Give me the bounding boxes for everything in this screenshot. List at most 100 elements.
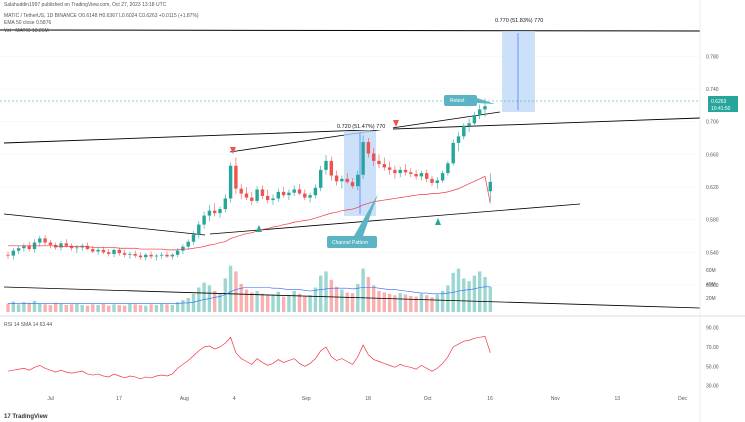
candle [218, 206, 222, 219]
time-tick: Dec [678, 396, 687, 402]
candle-body [451, 142, 455, 164]
ema-indicator-label[interactable]: EMA 50 close 0.5876 [4, 20, 52, 26]
retest-callout-pointer [477, 98, 495, 104]
candle [419, 170, 424, 181]
time-tick: 16 [487, 396, 493, 402]
candle-body [281, 191, 286, 196]
candle [488, 173, 492, 202]
countdown-value: 10:41:50 [711, 106, 731, 112]
volume-bar [112, 304, 116, 312]
candle [250, 191, 254, 205]
volume-bar [488, 286, 492, 312]
volume-bar [85, 305, 90, 312]
candle-body [64, 243, 68, 246]
candle [117, 247, 121, 256]
candle-body [75, 247, 79, 249]
volume-bar [266, 295, 270, 312]
candle [372, 147, 376, 166]
time-axis[interactable]: Jul17Aug4Sep18Oct16Nov13Dec18 [47, 396, 745, 402]
candle [393, 165, 397, 179]
volume-bar [276, 291, 280, 312]
candle-body [22, 245, 26, 249]
volume-bar [409, 295, 413, 312]
price-axis[interactable]: 0.500 0.540 0.580 0.620 0.660 0.700 0.740 0.780… [706, 54, 719, 302]
rsi-indicator-label[interactable]: RSI 14 SMA 14 63.44 [4, 322, 53, 328]
candle [361, 135, 365, 179]
upper-edge-line[interactable] [0, 29, 701, 32]
volume-bar [165, 304, 169, 312]
candle [239, 183, 243, 200]
candle [160, 252, 164, 259]
candle-body [191, 234, 196, 242]
volume-bar [297, 293, 302, 312]
down-arrow-marker-2 [393, 120, 399, 127]
volume-bar [462, 278, 466, 312]
volume-bar [366, 277, 371, 312]
volume-bars [6, 265, 492, 312]
trendlines[interactable] [0, 29, 701, 309]
candle [11, 248, 15, 260]
callouts[interactable]: Retest Channel Pattern [327, 95, 495, 248]
volume-bar [324, 271, 328, 312]
candle-body [38, 238, 42, 243]
measure-label-2: 0.770 (51.83%) 770 [495, 18, 543, 24]
volume-bar [186, 298, 190, 312]
candle-body [345, 178, 349, 183]
candle-body [361, 142, 365, 175]
price-tick: 0.780 [706, 54, 719, 60]
bottom-trendline[interactable] [3, 286, 701, 309]
candle-body [213, 210, 217, 214]
candle [197, 221, 201, 239]
retest-callout-label: Retest [450, 98, 465, 104]
candle-body [276, 191, 280, 199]
long-support-line[interactable] [3, 213, 206, 236]
volume-bar [329, 279, 333, 312]
up-arrow-marker-2 [435, 218, 441, 225]
volume-bar [160, 303, 164, 312]
retest-callout[interactable] [444, 95, 477, 106]
candle [228, 162, 233, 203]
candle [165, 251, 169, 259]
candle-body [403, 169, 408, 173]
candle-body [462, 125, 466, 137]
candle-body [149, 254, 153, 257]
volume-bar [430, 297, 434, 312]
candle [446, 160, 450, 176]
candle-body [154, 255, 159, 257]
volume-indicator-label[interactable]: Vol · MATIC 18.26M [4, 28, 49, 34]
candle-body [11, 250, 15, 256]
candle-body [472, 115, 477, 124]
volume-bar [107, 305, 111, 312]
volume-tick: 20M [706, 296, 716, 302]
candle [96, 247, 100, 255]
candle-body [228, 165, 233, 199]
channel-pattern-callout[interactable] [327, 236, 377, 248]
long-resistance-line[interactable] [3, 117, 701, 144]
lower-channel-line[interactable] [209, 203, 581, 235]
candle [430, 175, 434, 187]
candle-body [488, 181, 492, 192]
volume-bar [6, 303, 10, 312]
volume-bar [48, 305, 53, 312]
volume-bar [419, 293, 424, 312]
tradingview-logo[interactable]: 17 TradingView [4, 414, 48, 420]
candle [377, 154, 381, 169]
volume-tick: 60M [706, 268, 716, 274]
candle [186, 239, 190, 250]
volume-bar [467, 281, 471, 312]
volume-bar [260, 293, 265, 312]
candle-body [377, 160, 381, 165]
candle-body [350, 182, 355, 187]
measure-box-2[interactable] [502, 31, 535, 112]
candle [382, 157, 386, 171]
symbol-line[interactable]: MATIC / TetherUS, 1D BINANCE O0.6148 H0.… [4, 13, 199, 19]
measure-boxes[interactable]: 0.720 (51.47%) 770 0.770 (51.83%) 770 [335, 15, 548, 216]
candle-body [372, 153, 376, 161]
candle-body [324, 160, 328, 170]
candle-body [175, 250, 180, 255]
candle [345, 173, 349, 184]
volume-bar [91, 304, 95, 312]
candle-body [91, 249, 95, 252]
candle-body [170, 254, 174, 257]
